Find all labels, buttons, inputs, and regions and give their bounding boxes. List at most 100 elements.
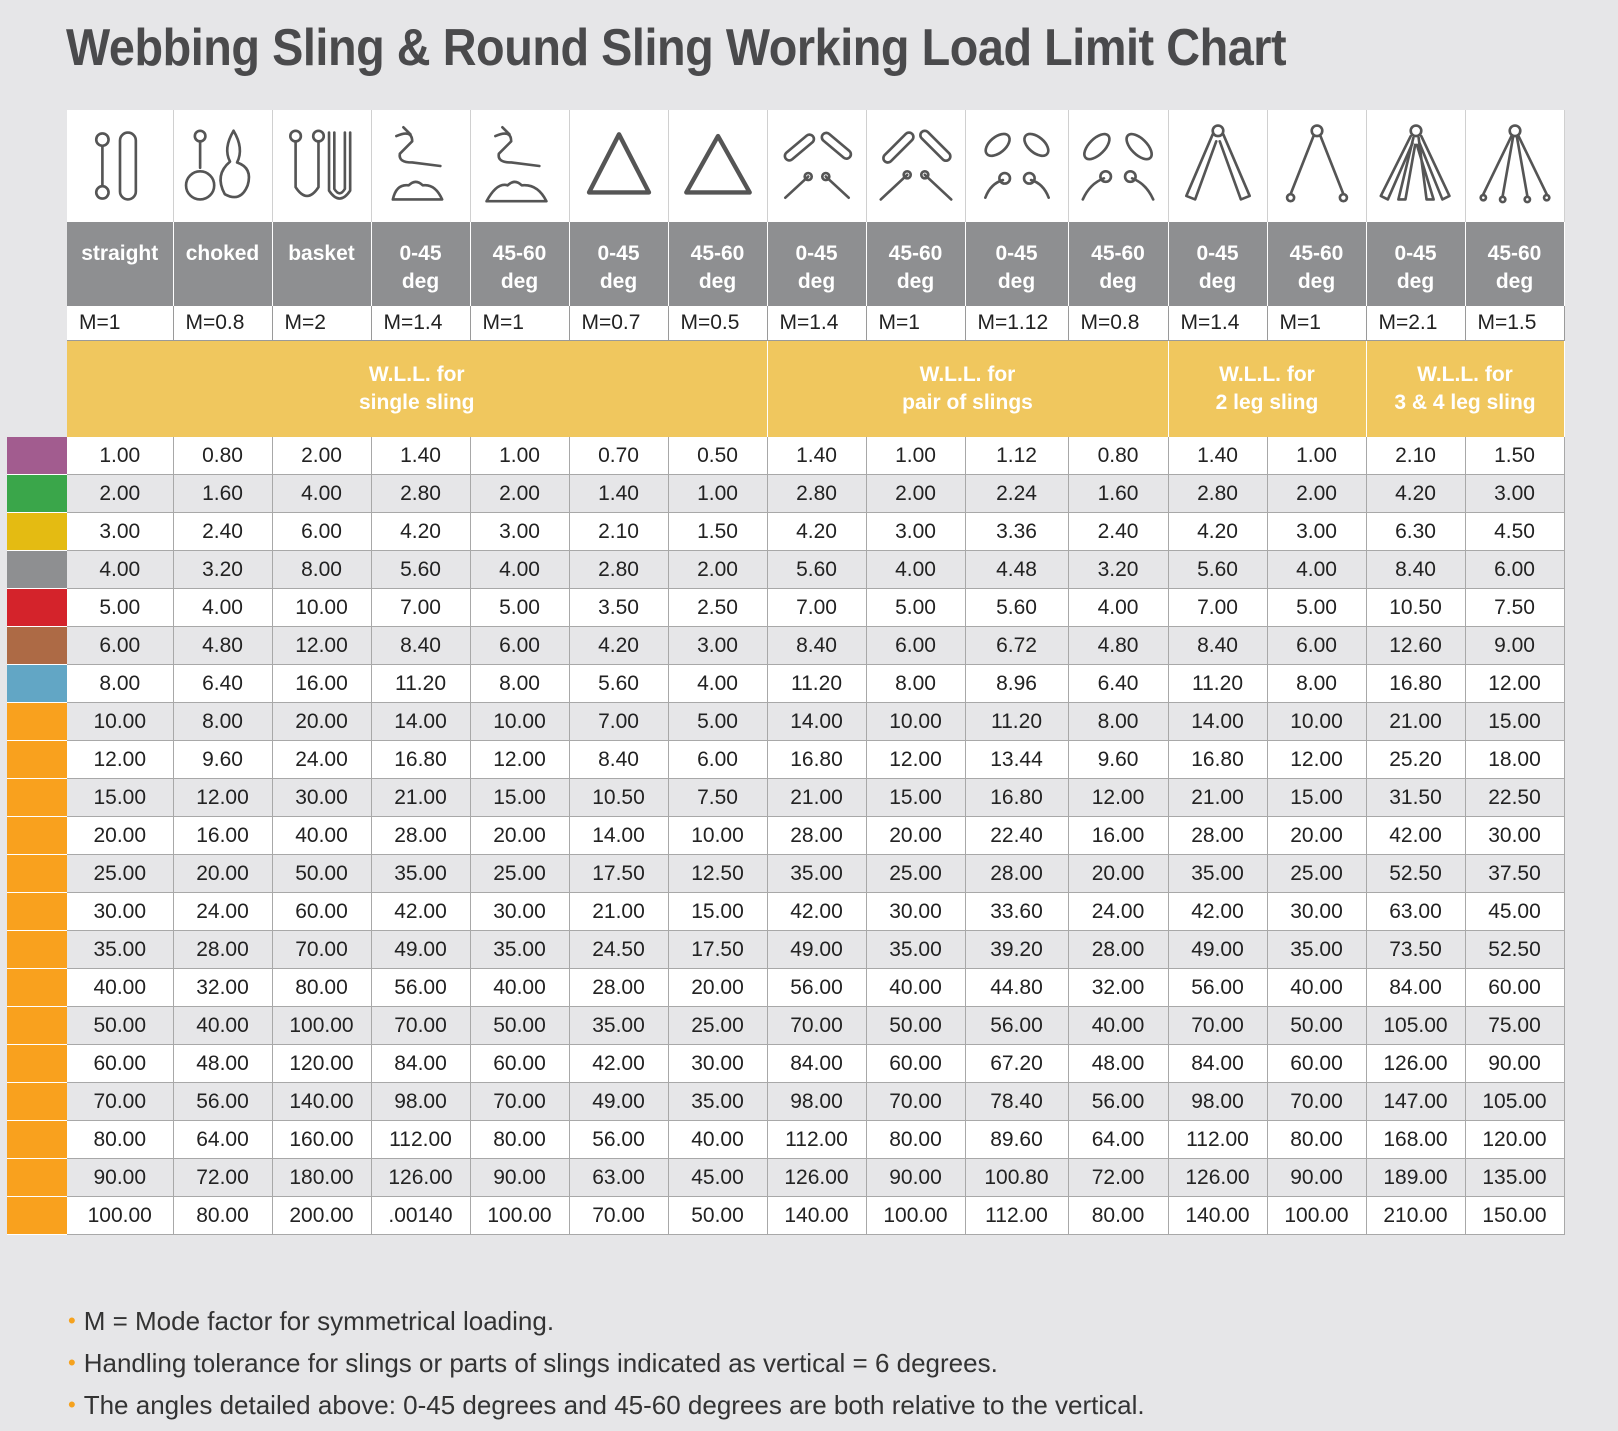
basket-hitch-45-60-icon (471, 122, 569, 210)
wll-value: 28.00 (1168, 816, 1268, 855)
wll-value: 13.44 (965, 740, 1069, 779)
wll-value: 160.00 (272, 1120, 372, 1159)
wll-value: 56.00 (965, 1006, 1069, 1045)
wll-value: 89.60 (965, 1120, 1069, 1159)
mode-factor: M=1 (866, 306, 966, 341)
hitch-label-line: basket (288, 242, 355, 265)
wll-value: 6.00 (668, 740, 768, 779)
wll-value: 70.00 (1168, 1006, 1268, 1045)
wll-value: 48.00 (1068, 1044, 1169, 1083)
wll-value: 4.20 (1168, 512, 1268, 551)
wll-value: 21.00 (1366, 702, 1466, 741)
wll-value: 35.00 (470, 930, 570, 969)
wll-value: 25.00 (470, 854, 570, 893)
wll-value: 100.00 (272, 1006, 372, 1045)
wll-value: 22.50 (1465, 778, 1565, 817)
wll-value: 6.00 (67, 626, 174, 665)
wll-value: 12.00 (272, 626, 372, 665)
wll-value: 21.00 (569, 892, 669, 931)
wll-value: 14.00 (371, 702, 471, 741)
wll-value: 8.00 (67, 664, 174, 703)
wll-value: 35.00 (1267, 930, 1367, 969)
hitch-label-line: deg (401, 270, 440, 293)
wll-value: 4.00 (173, 588, 273, 627)
wll-value: 11.20 (1168, 664, 1268, 703)
wll-value: 50.00 (866, 1006, 966, 1045)
wll-value: 40.00 (866, 968, 966, 1007)
wll-value: 12.00 (67, 740, 174, 779)
wll-value: 98.00 (371, 1082, 471, 1121)
wll-value: 180.00 (272, 1158, 372, 1197)
wll-value: 60.00 (67, 1044, 174, 1083)
wll-value: 8.40 (569, 740, 669, 779)
wll-value: 7.00 (767, 588, 867, 627)
icon-cell (1366, 110, 1466, 222)
wll-value: 147.00 (1366, 1082, 1466, 1121)
wll-value: 63.00 (569, 1158, 669, 1197)
wll-value: 5.60 (965, 588, 1069, 627)
wll-value: 30.00 (1267, 892, 1367, 931)
mode-factor: M=0.8 (1068, 306, 1169, 341)
hitch-label-line: deg (997, 270, 1036, 293)
hitch-label-line: deg (1396, 270, 1435, 293)
wll-value: 2.80 (767, 474, 867, 513)
wll-value: 4.20 (569, 626, 669, 665)
triangle-0-45-icon (570, 122, 668, 210)
wll-value: 70.00 (272, 930, 372, 969)
table-row: 25.00 20.00 50.00 35.00 25.00 17.50 12.50 35.00… (7, 854, 1565, 893)
wll-value: 105.00 (1465, 1082, 1565, 1121)
mode-factor: M=0.8 (173, 306, 273, 341)
basket-hitch-0-45-icon (372, 122, 470, 210)
wll-value: 10.50 (1366, 588, 1466, 627)
wll-value: 3.00 (67, 512, 174, 551)
wll-value: 200.00 (272, 1196, 372, 1235)
color-swatch (7, 854, 67, 893)
hitch-label: choked (173, 222, 273, 306)
wll-value: 40.00 (1068, 1006, 1169, 1045)
wll-value: 112.00 (371, 1120, 471, 1159)
wll-value: 31.50 (1366, 778, 1466, 817)
hitch-label-line: 45-60 (1289, 242, 1344, 265)
wll-value: 60.00 (1267, 1044, 1367, 1083)
color-swatch (7, 588, 67, 627)
color-swatch (7, 702, 67, 741)
wll-value: 50.00 (470, 1006, 570, 1045)
wll-group-row: W.L.L. for single sling W.L.L. for pair of … (7, 340, 1565, 437)
wll-value: 14.00 (569, 816, 669, 855)
wll-value: 4.80 (173, 626, 273, 665)
wll-value: 20.00 (1068, 854, 1169, 893)
wll-value: 50.00 (272, 854, 372, 893)
wll-group-line: W.L.L. for (1219, 363, 1315, 386)
wll-group-line: single sling (358, 391, 475, 414)
wll-value: 12.00 (866, 740, 966, 779)
wll-value: 25.00 (1267, 854, 1367, 893)
wll-value: 56.00 (1068, 1082, 1169, 1121)
wll-value: 30.00 (668, 1044, 768, 1083)
wll-value: 112.00 (1168, 1120, 1268, 1159)
wll-value: 112.00 (965, 1196, 1069, 1235)
wll-value: 5.00 (668, 702, 768, 741)
table-row: 5.00 4.00 10.00 7.00 5.00 3.50 2.50 7.00 5.00 5.6… (7, 588, 1565, 627)
wll-value: 2.80 (371, 474, 471, 513)
wll-value: 16.00 (173, 816, 273, 855)
four-leg-round-icon (1466, 122, 1564, 210)
wll-value: 126.00 (767, 1158, 867, 1197)
wll-value: 10.00 (272, 588, 372, 627)
icon-cell (668, 110, 768, 222)
note-text: The angles detailed above: 0-45 degrees … (83, 1390, 1145, 1420)
wll-value: 20.00 (668, 968, 768, 1007)
wll-value: 49.00 (767, 930, 867, 969)
wll-value: 4.00 (1068, 588, 1169, 627)
wll-value: 100.00 (1267, 1196, 1367, 1235)
icon-cell (965, 110, 1069, 222)
wll-value: 90.00 (866, 1158, 966, 1197)
wll-value: 3.20 (173, 550, 273, 589)
wll-value: 16.80 (965, 778, 1069, 817)
wll-value: 3.00 (470, 512, 570, 551)
wll-value: 20.00 (866, 816, 966, 855)
wll-value: 7.00 (371, 588, 471, 627)
spacer-cell (7, 110, 67, 222)
wll-value: 4.50 (1465, 512, 1565, 551)
hitch-label-line: deg (500, 270, 539, 293)
wll-value: 16.80 (371, 740, 471, 779)
